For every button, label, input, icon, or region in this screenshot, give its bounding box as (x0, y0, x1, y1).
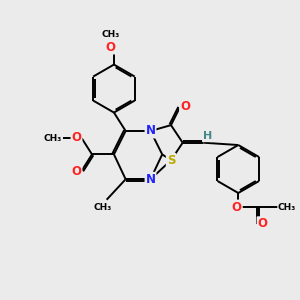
Text: S: S (167, 154, 175, 167)
Text: N: N (146, 173, 155, 186)
Text: O: O (232, 200, 242, 214)
Text: O: O (105, 40, 116, 53)
Text: O: O (258, 217, 268, 230)
Text: O: O (71, 131, 82, 144)
Text: O: O (71, 165, 82, 178)
Text: CH₃: CH₃ (278, 202, 296, 211)
Text: CH₃: CH₃ (93, 202, 111, 211)
Text: O: O (180, 100, 190, 112)
Text: CH₃: CH₃ (101, 30, 120, 39)
Text: N: N (146, 124, 155, 137)
Text: H: H (203, 131, 212, 141)
Text: CH₃: CH₃ (43, 134, 61, 143)
